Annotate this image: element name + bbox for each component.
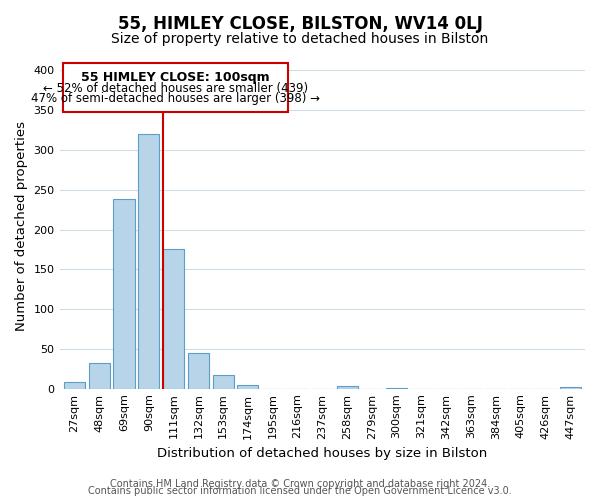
Text: Contains public sector information licensed under the Open Government Licence v3: Contains public sector information licen… bbox=[88, 486, 512, 496]
Text: Size of property relative to detached houses in Bilston: Size of property relative to detached ho… bbox=[112, 32, 488, 46]
Text: ← 52% of detached houses are smaller (439): ← 52% of detached houses are smaller (43… bbox=[43, 82, 308, 94]
FancyBboxPatch shape bbox=[63, 62, 287, 112]
Bar bbox=[560, 387, 581, 388]
Y-axis label: Number of detached properties: Number of detached properties bbox=[15, 120, 28, 330]
Bar bbox=[188, 353, 209, 388]
Bar bbox=[64, 382, 85, 388]
X-axis label: Distribution of detached houses by size in Bilston: Distribution of detached houses by size … bbox=[157, 447, 487, 460]
Text: 55 HIMLEY CLOSE: 100sqm: 55 HIMLEY CLOSE: 100sqm bbox=[81, 72, 270, 85]
Bar bbox=[212, 375, 233, 388]
Bar bbox=[238, 384, 259, 388]
Text: 47% of semi-detached houses are larger (398) →: 47% of semi-detached houses are larger (… bbox=[31, 92, 320, 105]
Bar bbox=[138, 134, 160, 388]
Bar bbox=[163, 250, 184, 388]
Text: Contains HM Land Registry data © Crown copyright and database right 2024.: Contains HM Land Registry data © Crown c… bbox=[110, 479, 490, 489]
Bar bbox=[113, 200, 134, 388]
Bar bbox=[337, 386, 358, 388]
Text: 55, HIMLEY CLOSE, BILSTON, WV14 0LJ: 55, HIMLEY CLOSE, BILSTON, WV14 0LJ bbox=[118, 15, 482, 33]
Bar bbox=[89, 363, 110, 388]
